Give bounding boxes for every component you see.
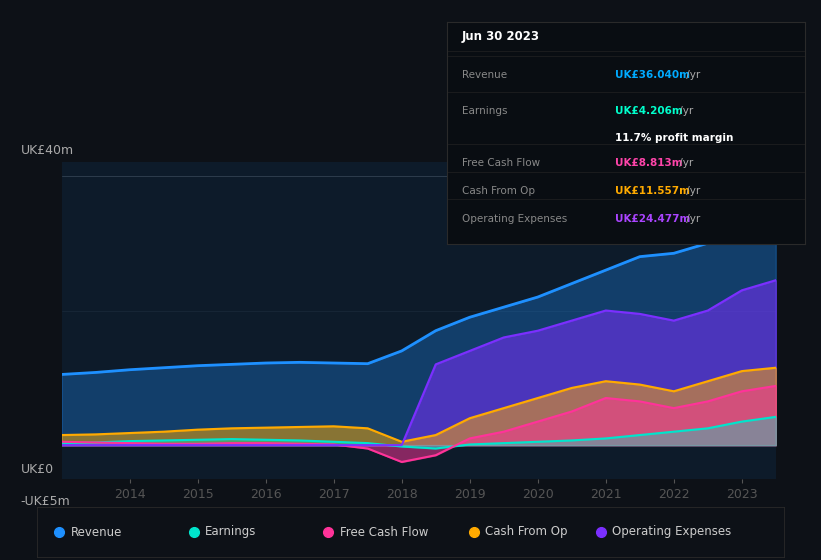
Text: Earnings: Earnings — [461, 106, 507, 116]
Text: Revenue: Revenue — [461, 70, 507, 80]
Text: -UK£5m: -UK£5m — [21, 495, 71, 508]
Text: UK£0: UK£0 — [21, 463, 53, 476]
Text: Operating Expenses: Operating Expenses — [612, 525, 732, 539]
Text: 11.7% profit margin: 11.7% profit margin — [615, 133, 734, 143]
Text: /yr: /yr — [683, 186, 700, 196]
Text: UK£36.040m: UK£36.040m — [615, 70, 690, 80]
Text: /yr: /yr — [683, 70, 700, 80]
Text: Jun 30 2023: Jun 30 2023 — [461, 30, 539, 43]
Text: UK£40m: UK£40m — [21, 144, 74, 157]
Text: UK£4.206m: UK£4.206m — [615, 106, 683, 116]
Text: /yr: /yr — [677, 106, 694, 116]
Text: UK£8.813m: UK£8.813m — [615, 158, 683, 169]
Text: Free Cash Flow: Free Cash Flow — [340, 525, 428, 539]
Text: Operating Expenses: Operating Expenses — [461, 214, 567, 223]
Text: Cash From Op: Cash From Op — [485, 525, 567, 539]
Text: Earnings: Earnings — [205, 525, 256, 539]
Text: UK£11.557m: UK£11.557m — [615, 186, 690, 196]
Text: /yr: /yr — [683, 214, 700, 223]
Text: /yr: /yr — [677, 158, 694, 169]
Text: Cash From Op: Cash From Op — [461, 186, 534, 196]
Text: Free Cash Flow: Free Cash Flow — [461, 158, 540, 169]
Text: Revenue: Revenue — [71, 525, 122, 539]
Text: UK£24.477m: UK£24.477m — [615, 214, 690, 223]
